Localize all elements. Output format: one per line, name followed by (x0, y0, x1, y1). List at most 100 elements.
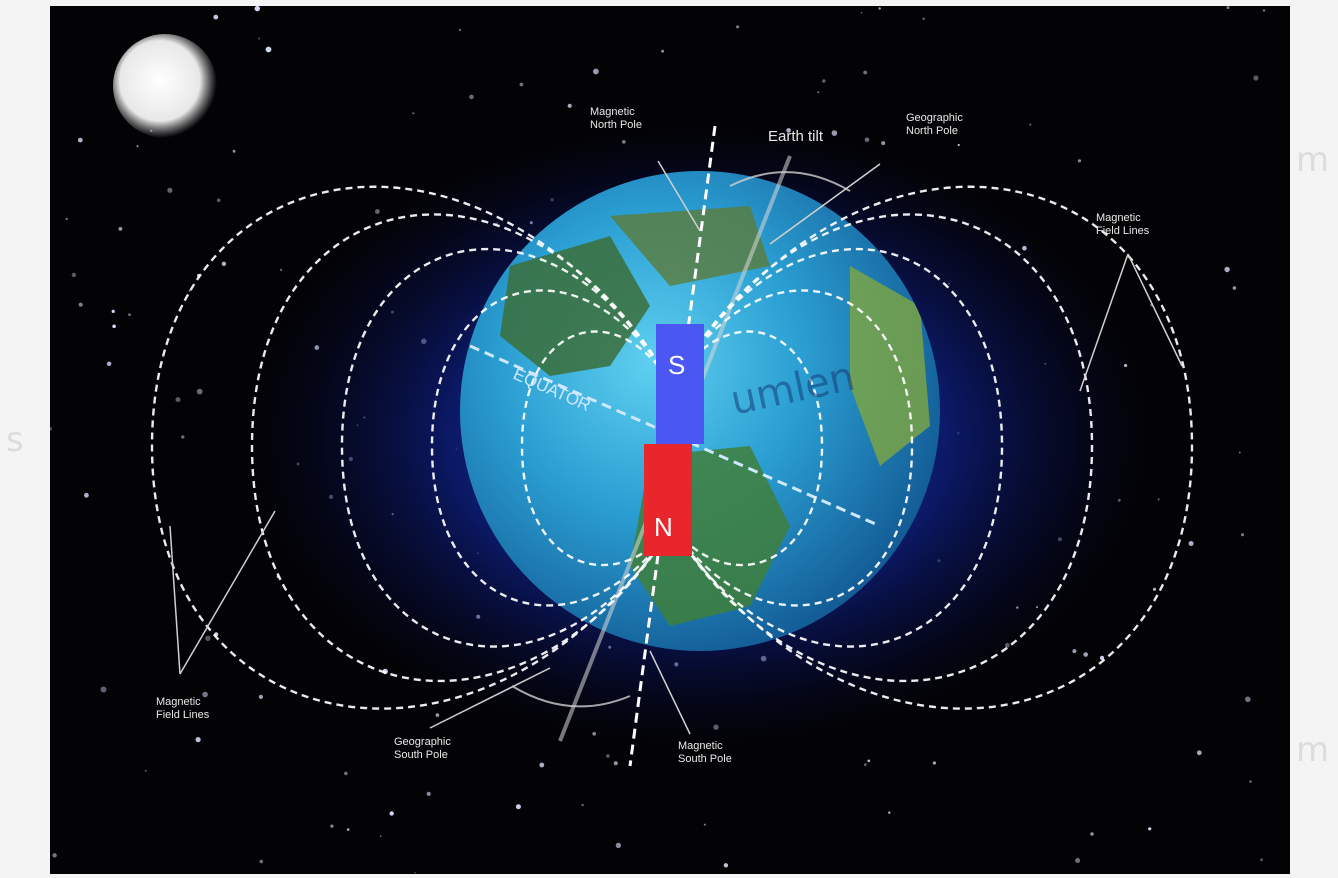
field-line-left-5 (150, 185, 674, 710)
star (106, 361, 112, 367)
star (65, 217, 68, 221)
star (593, 68, 599, 75)
star (52, 853, 57, 858)
field-line-right-4 (670, 213, 1094, 683)
field-line-right-3 (670, 247, 1004, 648)
diagram-canvas: S N EQUATOR Magnetic North Pole Earth ti… (50, 6, 1290, 874)
star (723, 863, 729, 868)
field-line-left-3 (340, 247, 674, 648)
tilt-arc-north (729, 171, 851, 192)
star (932, 761, 937, 765)
label-magnetic-south-pole: Magnetic South Pole (678, 740, 732, 765)
magnet-north-half (644, 444, 692, 556)
star (175, 397, 181, 403)
pointer-geographic-south (429, 667, 551, 729)
field-line-left-4 (250, 213, 674, 683)
star (1245, 696, 1251, 703)
star (1152, 587, 1157, 591)
star (1090, 832, 1094, 836)
star (144, 769, 147, 772)
star (258, 37, 261, 40)
star (344, 771, 348, 776)
magnetic-field-lines (150, 185, 1194, 710)
star (613, 761, 618, 766)
star (1232, 286, 1237, 290)
star (1029, 123, 1032, 126)
star (205, 635, 211, 641)
star (1260, 858, 1263, 862)
label-pointers (169, 160, 1183, 735)
star (118, 227, 123, 231)
star (213, 14, 219, 20)
star (703, 823, 706, 826)
star (196, 388, 203, 395)
star (128, 313, 131, 317)
star (519, 82, 524, 87)
watermark-right-bottom: m (1296, 730, 1330, 770)
pointer-field-lines-left-a (169, 525, 181, 675)
star (254, 6, 260, 12)
star (661, 49, 664, 53)
pointer-magnetic-south (649, 650, 691, 735)
star (232, 149, 236, 153)
label-magnetic-north-pole: Magnetic North Pole (590, 106, 642, 131)
star (922, 17, 925, 20)
pointer-field-lines-right-b (1127, 253, 1183, 367)
star (567, 103, 572, 108)
star (346, 828, 350, 831)
star (1253, 75, 1259, 81)
continent-left (500, 236, 650, 376)
watermark-left: s (6, 420, 24, 460)
field-line-left-2 (430, 289, 674, 607)
star (1075, 858, 1081, 863)
star (84, 492, 89, 498)
star (1196, 750, 1202, 756)
field-line-right-2 (670, 289, 914, 607)
magnet-south-label: S (668, 350, 685, 380)
label-earth-tilt: Earth tilt (768, 128, 824, 145)
star (817, 91, 820, 94)
star (167, 187, 173, 193)
star (1157, 498, 1160, 501)
label-magnetic-field-lines-right: Magnetic Field Lines (1096, 212, 1150, 237)
star (412, 112, 415, 115)
label-geographic-south-pole: Geographic South Pole (394, 736, 451, 761)
star (426, 791, 431, 797)
watermark-right-top: m (1296, 140, 1330, 180)
star (77, 137, 83, 143)
star (216, 198, 221, 203)
star (259, 859, 264, 864)
star (615, 842, 622, 849)
star (50, 427, 52, 431)
moon (113, 34, 217, 138)
tilt-arc-south (511, 685, 631, 708)
star (330, 824, 334, 828)
pointer-field-lines-left-b (179, 510, 276, 675)
star (469, 94, 474, 100)
star (112, 324, 116, 329)
star (860, 11, 863, 14)
star (202, 691, 208, 698)
star (1226, 6, 1230, 10)
label-magnetic-field-lines-left: Magnetic Field Lines (156, 696, 210, 721)
star (136, 145, 139, 148)
star (111, 309, 115, 313)
continent-top (610, 206, 770, 286)
star (221, 261, 227, 266)
star (1241, 533, 1244, 537)
star (888, 811, 891, 814)
star (863, 70, 868, 75)
star (1263, 9, 1265, 12)
equator-line (469, 344, 881, 528)
star (389, 811, 394, 816)
star (71, 272, 77, 278)
star (822, 79, 826, 83)
star (414, 872, 416, 874)
star (1238, 451, 1241, 454)
star (606, 754, 610, 758)
star (515, 804, 521, 810)
star (459, 29, 461, 31)
star (539, 762, 545, 768)
star (379, 835, 382, 837)
star (100, 686, 107, 693)
